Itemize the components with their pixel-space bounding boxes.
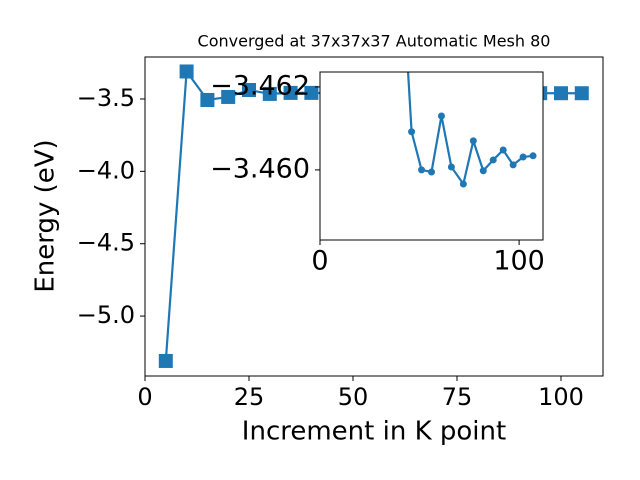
marker: [519, 153, 527, 161]
marker: [459, 180, 467, 188]
y-tick-label: −3.5: [77, 84, 135, 112]
x-tick-label: 100: [538, 383, 584, 411]
marker: [408, 128, 416, 136]
marker: [553, 86, 568, 101]
x-tick-label: 75: [442, 383, 473, 411]
marker: [283, 85, 298, 100]
marker: [200, 92, 215, 107]
marker: [437, 112, 445, 120]
marker: [447, 163, 455, 171]
x-axis-label: Increment in K point: [242, 417, 506, 447]
x-tick-label: 25: [234, 383, 265, 411]
plot-area: [406, 72, 537, 188]
axes-frame: [319, 71, 544, 241]
marker: [479, 167, 487, 175]
marker: [262, 86, 277, 101]
x-tick-label: 0: [311, 246, 328, 277]
marker: [574, 86, 589, 101]
marker: [418, 166, 426, 174]
x-tick-label: 50: [338, 383, 369, 411]
marker: [179, 64, 194, 79]
marker: [529, 152, 537, 160]
marker: [509, 161, 517, 169]
marker: [221, 89, 236, 104]
marker: [489, 156, 497, 164]
y-tick-label: −4.0: [77, 156, 135, 184]
y-tick-label: −4.5: [77, 229, 135, 257]
marker: [241, 83, 256, 97]
marker: [499, 146, 507, 154]
marker: [158, 353, 173, 368]
axes-background: [320, 72, 543, 240]
x-tick-label: 0: [137, 383, 152, 411]
marker: [428, 168, 435, 176]
axes-frame: [144, 56, 604, 377]
y-tick-label: −3.460: [210, 153, 310, 184]
marker: [304, 85, 319, 100]
chart-title: Converged at 37x37x37 Automatic Mesh 80: [198, 32, 551, 51]
x-tick-label: 100: [493, 246, 545, 277]
y-axis-label: Energy (eV): [31, 139, 61, 292]
y-tick-label: −3.462: [210, 70, 310, 101]
y-tick-label: −5.0: [77, 301, 135, 329]
marker: [469, 137, 477, 145]
